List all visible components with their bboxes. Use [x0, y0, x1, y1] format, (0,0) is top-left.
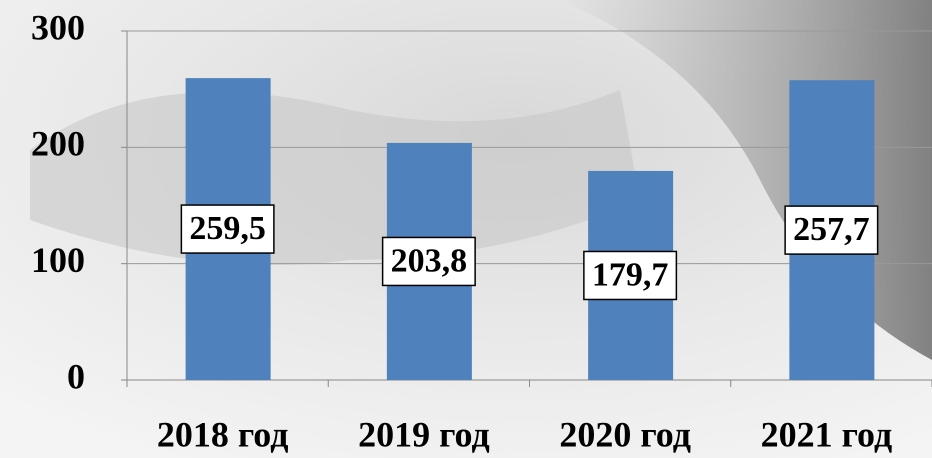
y-tick-label: 0 — [67, 356, 85, 396]
x-tick-label: 2020 год — [559, 414, 691, 454]
page: 0 100 200 300 2018 год 259,5 2019 год 203,8 2020… — [0, 0, 932, 458]
y-tick-label: 200 — [31, 124, 85, 164]
x-tick-label: 2021 год — [761, 414, 893, 454]
y-tick-label: 300 — [31, 7, 85, 47]
y-tick-label: 100 — [31, 240, 85, 280]
value-label: 257,7 — [793, 211, 870, 248]
value-label: 179,7 — [592, 256, 669, 293]
value-label: 203,8 — [391, 242, 468, 279]
chart: 0 100 200 300 2018 год 259,5 2019 год 203,8 2020… — [0, 0, 932, 458]
x-tick-label: 2019 год — [358, 414, 490, 454]
value-label: 259,5 — [189, 210, 266, 247]
x-tick-label: 2018 год — [157, 414, 289, 454]
